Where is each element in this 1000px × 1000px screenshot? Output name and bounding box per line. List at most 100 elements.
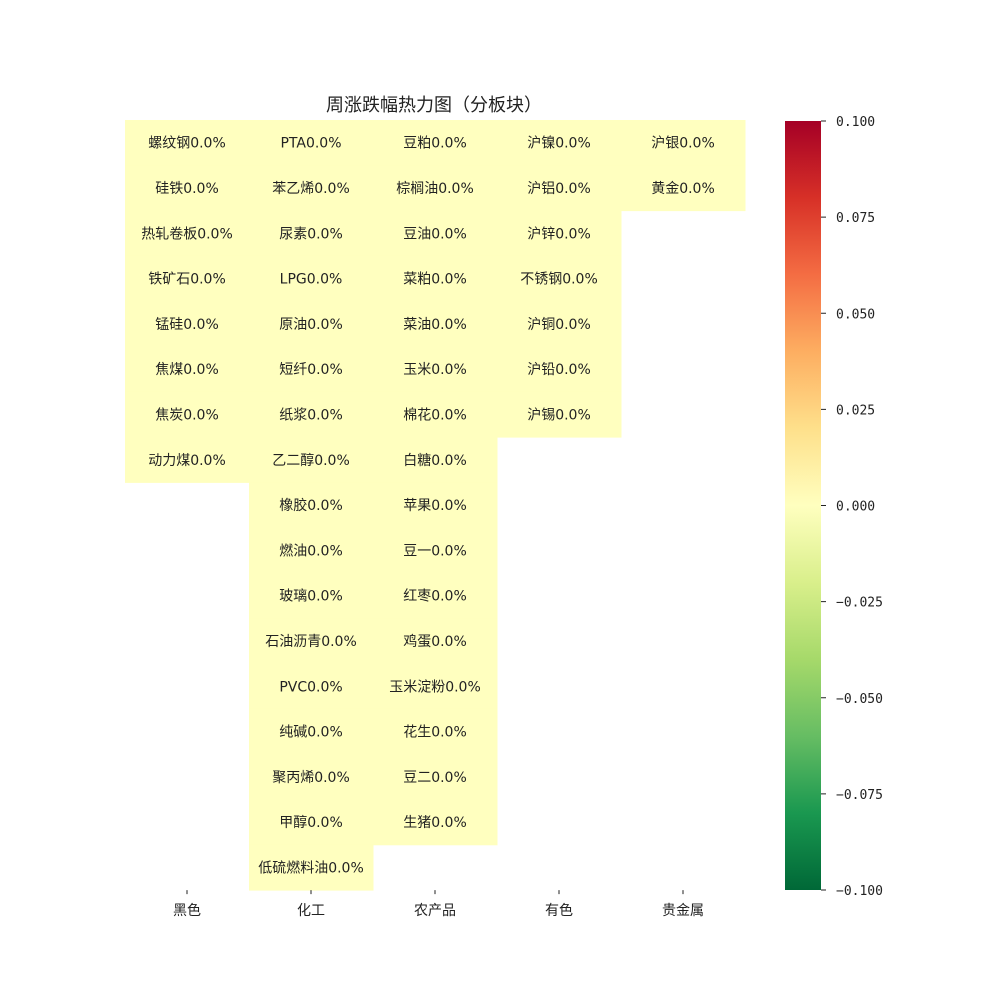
cell-label: 红枣0.0%: [403, 589, 467, 605]
colorbar-tick-label: −0.100: [836, 884, 883, 899]
cell-label: 苹果0.0%: [403, 498, 467, 514]
heatmap-cell: [373, 708, 498, 755]
heatmap-cell: [249, 120, 374, 166]
heatmap-cell: [125, 301, 250, 347]
colorbar-tick-label: −0.075: [836, 788, 883, 803]
heatmap-cell: [249, 210, 374, 257]
colorbar-gradient: [785, 121, 821, 890]
cell-label: 玉米淀粉0.0%: [389, 679, 481, 695]
heatmap-cell: [249, 573, 374, 619]
colorbar-tick-label: 0.000: [836, 500, 875, 515]
heatmap-cell: [249, 618, 374, 665]
colorbar-tick-label: 0.025: [836, 403, 875, 418]
cell-label: 玉米0.0%: [403, 362, 467, 378]
heatmap-cells: 螺纹钢0.0% 硅铁0.0% 热轧卷板0.0% 铁矿石0.0% 锰硅0.0% 焦煤0.0%…: [125, 120, 746, 891]
cell-label: 豆粕0.0%: [403, 136, 467, 152]
heatmap-cell: [373, 437, 498, 483]
heatmap-cell: [249, 391, 374, 438]
x-tick-label: 化工: [297, 903, 325, 919]
cell-label: 硅铁0.0%: [155, 181, 219, 197]
cell-label: PTA0.0%: [280, 136, 341, 152]
heatmap-cell: [249, 482, 374, 529]
cell-label: 纸浆0.0%: [279, 407, 343, 423]
heatmap-cell: [373, 754, 498, 800]
heatmap-cell: [249, 255, 374, 302]
heatmap-cell: [125, 437, 250, 483]
heatmap-cell: [497, 391, 622, 438]
cell-label: LPG0.0%: [280, 272, 343, 288]
cell-label: 花生0.0%: [403, 725, 467, 741]
heatmap-cell: [497, 210, 622, 257]
cell-label: 不锈钢0.0%: [520, 272, 598, 288]
x-axis-ticks: 黑色 化工 农产品 有色 贵金属: [173, 890, 704, 919]
heatmap-cell: [497, 346, 622, 393]
cell-label: 黄金0.0%: [651, 180, 715, 197]
colorbar-ticks: 0.100 0.075 0.050 0.025 0.000 −0.025 −0.050 −0.…: [821, 115, 883, 899]
heatmap-cell: [125, 120, 250, 166]
x-tick-label: 有色: [545, 902, 573, 919]
colorbar: 0.100 0.075 0.050 0.025 0.000 −0.025 −0.050 −0.…: [785, 115, 883, 899]
cell-label: 菜油0.0%: [403, 317, 467, 333]
cell-label: 聚丙烯0.0%: [272, 770, 350, 786]
cell-label: 燃油0.0%: [279, 542, 343, 559]
heatmap-cell: [373, 210, 498, 257]
cell-label: 豆油0.0%: [403, 226, 467, 242]
heatmap-cell: [249, 165, 374, 212]
cell-label: 沪锌0.0%: [527, 226, 591, 242]
cell-label: 低硫燃料油0.0%: [258, 859, 364, 876]
cell-label: 沪锡0.0%: [527, 407, 591, 423]
heatmap-cell: [373, 391, 498, 438]
heatmap-cell: [621, 165, 746, 212]
cell-label: 橡胶0.0%: [279, 497, 343, 514]
heatmap-cell: [373, 618, 498, 665]
cell-label: PVC0.0%: [279, 679, 342, 695]
cell-label: 动力煤0.0%: [148, 453, 226, 469]
cell-label: 豆一0.0%: [403, 543, 467, 559]
x-tick-label: 贵金属: [662, 903, 704, 919]
heatmap-cell: [373, 301, 498, 347]
heatmap-cell: [373, 573, 498, 619]
heatmap-cell: [125, 346, 250, 393]
heatmap-cell: [249, 708, 374, 755]
cell-label: 甲醇0.0%: [279, 814, 343, 831]
x-tick-label: 农产品: [414, 903, 456, 919]
heatmap-cell: [497, 165, 622, 212]
heatmap-cell: [249, 844, 374, 891]
colorbar-tick-label: −0.025: [836, 596, 883, 611]
cell-label: 棉花0.0%: [403, 406, 467, 423]
cell-label: 棕榈油0.0%: [396, 181, 474, 197]
cell-label: 苯乙烯0.0%: [272, 180, 350, 197]
cell-label: 石油沥青0.0%: [265, 634, 357, 650]
cell-label: 沪镍0.0%: [527, 136, 591, 152]
heatmap-cell: [249, 527, 374, 574]
cell-label: 乙二醇0.0%: [272, 452, 350, 469]
cell-label: 白糖0.0%: [403, 453, 467, 469]
x-tick-label: 黑色: [173, 902, 201, 919]
heatmap-cell: [373, 120, 498, 166]
heatmap-cell: [497, 120, 622, 166]
cell-label: 热轧卷板0.0%: [141, 226, 233, 242]
heatmap-cell: [621, 120, 746, 166]
heatmap-cell: [373, 346, 498, 393]
cell-label: 鸡蛋0.0%: [403, 633, 467, 650]
heatmap-cell: [249, 437, 374, 483]
cell-label: 纯碱0.0%: [279, 725, 343, 741]
heatmap-cell: [125, 210, 250, 257]
cell-label: 沪银0.0%: [651, 136, 715, 152]
heatmap-cell: [249, 346, 374, 393]
cell-label: 铁矿石0.0%: [148, 272, 226, 288]
heatmap-cell: [373, 255, 498, 302]
cell-label: 焦炭0.0%: [155, 407, 219, 423]
heatmap-cell: [373, 165, 498, 212]
heatmap-cell: [249, 754, 374, 800]
heatmap-cell: [249, 799, 374, 846]
cell-label: 生猪0.0%: [403, 815, 467, 831]
colorbar-tick-label: 0.050: [836, 307, 875, 322]
cell-label: 原油0.0%: [279, 317, 343, 333]
cell-label: 短纤0.0%: [279, 362, 343, 378]
colorbar-tick-label: 0.100: [836, 115, 875, 130]
heatmap-cell: [373, 527, 498, 574]
cell-label: 焦煤0.0%: [155, 362, 219, 378]
cell-label: 玻璃0.0%: [279, 588, 343, 605]
